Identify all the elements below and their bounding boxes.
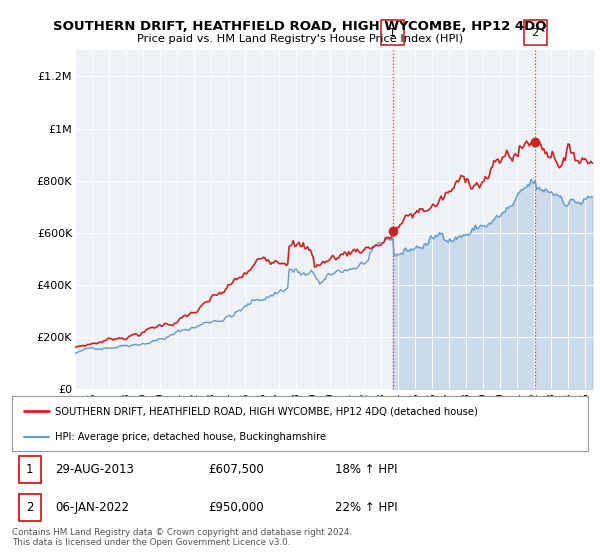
- Text: SOUTHERN DRIFT, HEATHFIELD ROAD, HIGH WYCOMBE, HP12 4DQ: SOUTHERN DRIFT, HEATHFIELD ROAD, HIGH WY…: [53, 20, 547, 32]
- Text: 06-JAN-2022: 06-JAN-2022: [55, 501, 129, 514]
- Text: HPI: Average price, detached house, Buckinghamshire: HPI: Average price, detached house, Buck…: [55, 432, 326, 442]
- Text: 29-AUG-2013: 29-AUG-2013: [55, 463, 134, 476]
- Text: 1: 1: [389, 28, 396, 38]
- Text: 2: 2: [532, 28, 539, 38]
- Text: Contains HM Land Registry data © Crown copyright and database right 2024.
This d: Contains HM Land Registry data © Crown c…: [12, 528, 352, 547]
- FancyBboxPatch shape: [19, 456, 41, 483]
- FancyBboxPatch shape: [381, 20, 404, 45]
- Text: £950,000: £950,000: [208, 501, 263, 514]
- Text: 2: 2: [26, 501, 34, 514]
- Text: 18% ↑ HPI: 18% ↑ HPI: [335, 463, 397, 476]
- FancyBboxPatch shape: [19, 494, 41, 521]
- Text: Price paid vs. HM Land Registry's House Price Index (HPI): Price paid vs. HM Land Registry's House …: [137, 34, 463, 44]
- Text: 22% ↑ HPI: 22% ↑ HPI: [335, 501, 397, 514]
- FancyBboxPatch shape: [524, 20, 547, 45]
- Text: £607,500: £607,500: [208, 463, 263, 476]
- Text: 1: 1: [26, 463, 34, 476]
- Text: SOUTHERN DRIFT, HEATHFIELD ROAD, HIGH WYCOMBE, HP12 4DQ (detached house): SOUTHERN DRIFT, HEATHFIELD ROAD, HIGH WY…: [55, 407, 478, 416]
